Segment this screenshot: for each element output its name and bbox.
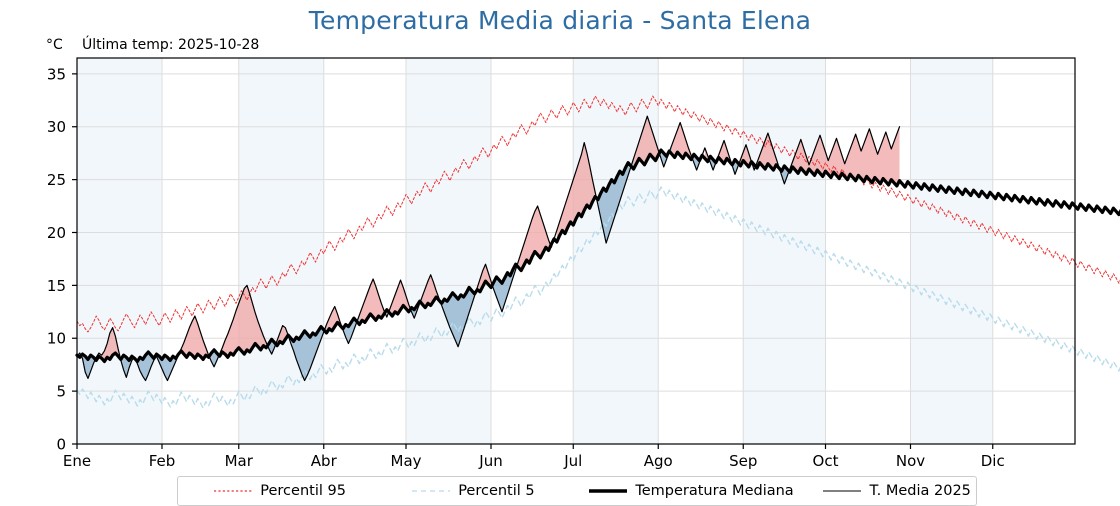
fill-above-median (422, 274, 442, 308)
plot-frame (76, 57, 1076, 445)
chart-title: Temperatura Media diaria - Santa Elena (308, 6, 812, 35)
legend-item[interactable]: Temperatura Mediana (565, 483, 818, 499)
series-t-media-2025 (76, 115, 901, 382)
month-bands (77, 58, 993, 444)
x-tick-label: Sep (729, 452, 757, 470)
x-tick-label: Jul (563, 452, 582, 470)
fill-above-median (633, 116, 661, 170)
legend-item-label: Percentil 5 (458, 483, 535, 499)
fill-above-median (556, 142, 598, 243)
series-percentil-5 (76, 186, 1120, 409)
y-axis-ticks: 0 5 10 15 20 25 30 35 (47, 65, 77, 454)
axes (76, 57, 1076, 445)
y-tick-label: 35 (47, 65, 66, 83)
x-tick-label: Ene (63, 452, 91, 470)
fill-above-median (181, 316, 212, 362)
legend-item-label: T. Media 2025 (869, 483, 971, 499)
month-band (910, 58, 993, 444)
fill-above-median (518, 206, 552, 271)
series-percentil-95 (76, 95, 1120, 333)
y-tick-label: 0 (56, 436, 66, 454)
fill-above-median (359, 279, 387, 325)
month-band (743, 58, 826, 444)
thick-line-icon (589, 489, 628, 493)
fill-above-median (740, 144, 752, 167)
chart-legend: Percentil 95 Percentil 5 Temperatura Media… (177, 476, 977, 506)
x-tick-label: Oct (813, 452, 839, 470)
month-band (573, 58, 659, 444)
fill-below-median (441, 287, 478, 347)
fill-above-median (326, 306, 343, 333)
legend-item-label: Temperatura Mediana (635, 483, 794, 499)
x-tick-label: Ago (644, 452, 673, 470)
fill-below-median (660, 144, 672, 167)
month-band (77, 58, 162, 444)
y-tick-label: 15 (47, 277, 66, 295)
last-temp-label: Última temp: 2025-10-28 (82, 37, 260, 53)
fill-above-median (219, 285, 269, 358)
y-tick-label: 5 (56, 383, 66, 401)
x-tick-label: Nov (896, 452, 925, 470)
y-tick-label: 30 (47, 118, 66, 136)
month-band (406, 58, 492, 444)
legend-item[interactable]: Percentil 5 (381, 483, 564, 499)
dashed-line-icon (412, 490, 451, 492)
y-axis-unit-label: °C (46, 37, 63, 53)
y-tick-label: 10 (47, 330, 66, 348)
x-tick-label: May (391, 452, 422, 470)
thin-line-icon (823, 490, 862, 492)
x-tick-label: Feb (149, 452, 176, 470)
fill-below-median (597, 158, 634, 244)
y-tick-label: 20 (47, 224, 66, 242)
x-tick-label: Jun (478, 452, 502, 470)
fill-above-median (671, 122, 694, 163)
fill-above-median (789, 126, 900, 186)
x-tick-label: Dic (981, 452, 1005, 470)
series-temperatura-mediana (75, 148, 1120, 364)
x-tick-label: Mar (225, 452, 254, 470)
legend-item-label: Percentil 95 (260, 483, 346, 499)
x-tick-label: Abr (311, 452, 338, 470)
legend-item[interactable]: T. Media 2025 (817, 483, 976, 499)
x-axis-ticks: Ene Feb Mar Abr May Jun Jul Ago Sep Oct Nov Dic (63, 444, 1005, 470)
y-tick-label: 25 (47, 171, 66, 189)
legend-item[interactable]: Percentil 95 (178, 483, 381, 499)
dotted-line-icon (214, 490, 253, 492)
